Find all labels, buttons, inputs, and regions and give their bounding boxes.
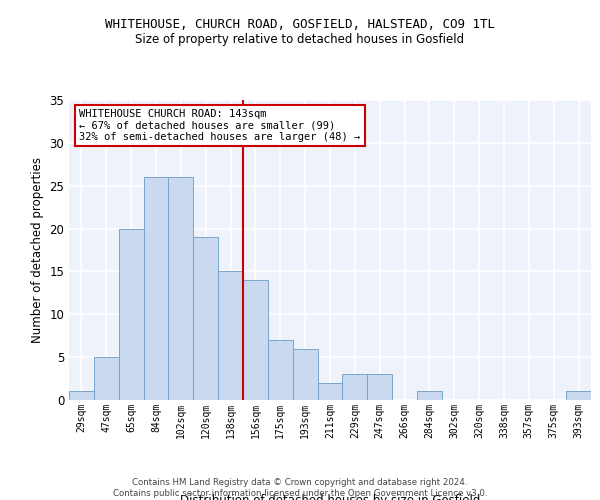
Bar [119,228,143,400]
Bar [367,374,392,400]
Text: WHITEHOUSE CHURCH ROAD: 143sqm
← 67% of detached houses are smaller (99)
32% of : WHITEHOUSE CHURCH ROAD: 143sqm ← 67% of … [79,109,361,142]
Bar [343,374,367,400]
Text: Contains HM Land Registry data © Crown copyright and database right 2024.
Contai: Contains HM Land Registry data © Crown c… [113,478,487,498]
Bar [193,237,218,400]
Bar [293,348,317,400]
Bar [69,392,94,400]
Text: WHITEHOUSE, CHURCH ROAD, GOSFIELD, HALSTEAD, CO9 1TL: WHITEHOUSE, CHURCH ROAD, GOSFIELD, HALST… [105,18,495,30]
Bar [218,272,243,400]
X-axis label: Distribution of detached houses by size in Gosfield: Distribution of detached houses by size … [180,494,480,500]
Bar [317,383,343,400]
Bar [243,280,268,400]
Bar [417,392,442,400]
Y-axis label: Number of detached properties: Number of detached properties [31,157,44,343]
Bar [169,177,193,400]
Bar [268,340,293,400]
Text: Size of property relative to detached houses in Gosfield: Size of property relative to detached ho… [136,32,464,46]
Bar [143,177,169,400]
Bar [94,357,119,400]
Bar [566,392,591,400]
